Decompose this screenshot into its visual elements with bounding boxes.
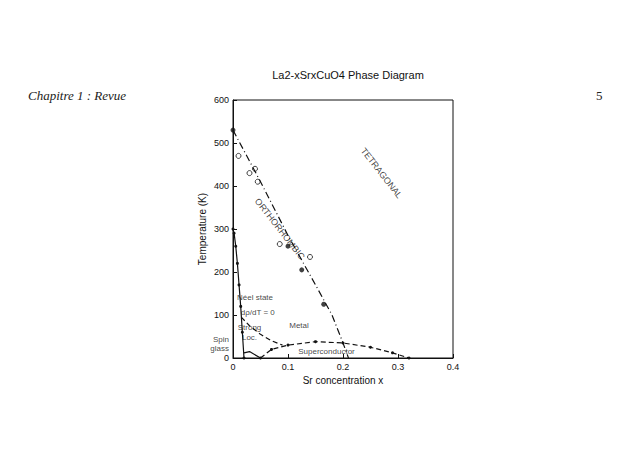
html-text:Chapitre 1 : Revue: Chapitre 1 : Revue: [28, 88, 127, 103]
svg-text:0: 0: [224, 353, 229, 363]
svg-text:0.3: 0.3: [392, 362, 405, 372]
svg-text:Néel state: Néel state: [237, 293, 274, 302]
svg-text:100: 100: [214, 310, 229, 320]
svg-text:Metal: Metal: [289, 321, 309, 330]
svg-text:200: 200: [214, 267, 229, 277]
svg-text:300: 300: [214, 224, 229, 234]
svg-text:0.1: 0.1: [282, 362, 295, 372]
svg-text:Sr concentration x: Sr concentration x: [303, 375, 384, 386]
svg-text:Temperature (K): Temperature (K): [197, 193, 208, 265]
svg-text:Strong: Strong: [238, 323, 262, 332]
svg-text:600: 600: [214, 95, 229, 105]
svg-text:Superconductor: Superconductor: [298, 347, 355, 356]
svg-text:ORTHORHOMBIC: ORTHORHOMBIC: [253, 196, 307, 262]
svg-text:TETRAGONAL: TETRAGONAL: [359, 146, 404, 200]
svg-text:Loc.: Loc.: [242, 333, 257, 342]
svg-text:0.2: 0.2: [337, 362, 350, 372]
svg-text:0.4: 0.4: [447, 362, 460, 372]
svg-text:glass: glass: [210, 344, 229, 353]
svg-text:0: 0: [230, 362, 235, 372]
html-text:5: 5: [596, 88, 603, 103]
svg-text:500: 500: [214, 138, 229, 148]
svg-text:La2-xSrxCuO4 Phase Diagram: La2-xSrxCuO4 Phase Diagram: [272, 69, 424, 81]
svg-text:dρ/dT = 0: dρ/dT = 0: [241, 308, 276, 317]
svg-text:400: 400: [214, 181, 229, 191]
svg-text:Spin: Spin: [213, 335, 229, 345]
